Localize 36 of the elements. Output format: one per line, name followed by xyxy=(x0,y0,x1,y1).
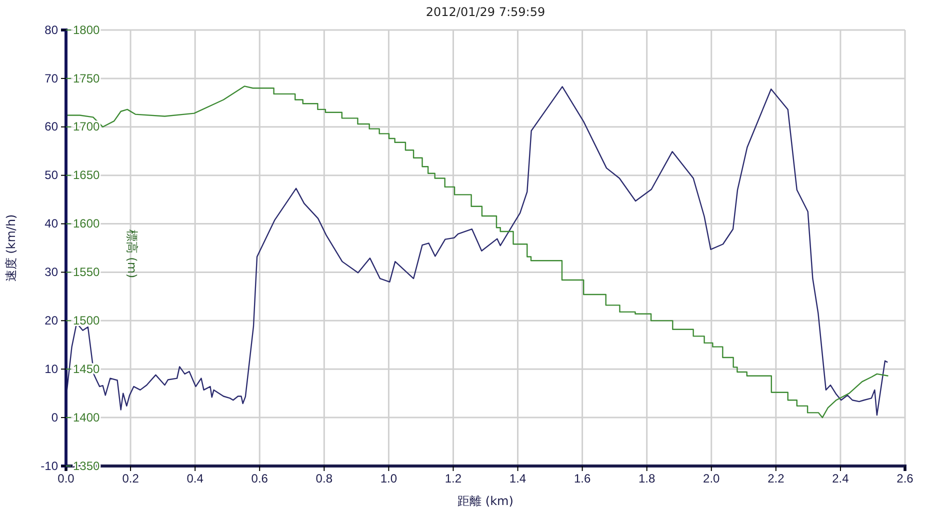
x-tick-label: 2.0 xyxy=(703,472,720,486)
y-tick-label: -10 xyxy=(40,458,58,473)
y-tick-label: 50 xyxy=(44,168,58,182)
y2-tick-label: 1550 xyxy=(73,265,100,280)
y2-tick-label: 1400 xyxy=(73,410,100,424)
x-tick-label: 1.2 xyxy=(444,472,462,486)
y-tick-label: 80 xyxy=(44,22,58,37)
x-axis-title: 距離 (km) xyxy=(458,494,514,508)
y-tick-label: 30 xyxy=(44,265,58,280)
x-tick-label: 1.0 xyxy=(380,472,398,486)
x-tick-label: 0.4 xyxy=(186,472,204,486)
y-tick-label: 20 xyxy=(44,314,58,328)
y-tick-label: 0 xyxy=(51,410,58,424)
x-tick-label: 2.6 xyxy=(896,472,914,486)
x-tick-label: 1.6 xyxy=(574,472,591,486)
x-tick-label: 1.4 xyxy=(509,472,526,486)
chart-title: 2012/01/29 7:59:59 xyxy=(426,5,546,19)
x-tick-label: 0.6 xyxy=(251,472,268,486)
x-tick-label: 0.8 xyxy=(316,472,333,486)
y-tick-label: 40 xyxy=(44,216,58,231)
x-tick-label: 0.0 xyxy=(58,472,75,486)
y2-tick-label: 1750 xyxy=(73,71,100,86)
y-tick-label: 10 xyxy=(44,362,58,376)
y-tick-label: 70 xyxy=(44,71,58,86)
y2-tick-label: 1650 xyxy=(73,168,100,182)
y-tick-label: 60 xyxy=(44,120,58,134)
x-tick-label: 1.8 xyxy=(638,472,656,486)
x-tick-label: 0.2 xyxy=(122,472,140,486)
y2-tick-label: 1800 xyxy=(73,22,100,37)
x-tick-label: 2.2 xyxy=(768,472,785,486)
y2-tick-label: 1500 xyxy=(73,314,100,328)
y-axis-title: 速度 (km/h) xyxy=(4,214,18,282)
y2-tick-label: 1700 xyxy=(73,120,100,134)
y2-tick-label: 1600 xyxy=(73,216,100,231)
y2-axis-title: 標高 (m) xyxy=(125,229,139,278)
x-tick-label: 2.4 xyxy=(832,472,850,486)
